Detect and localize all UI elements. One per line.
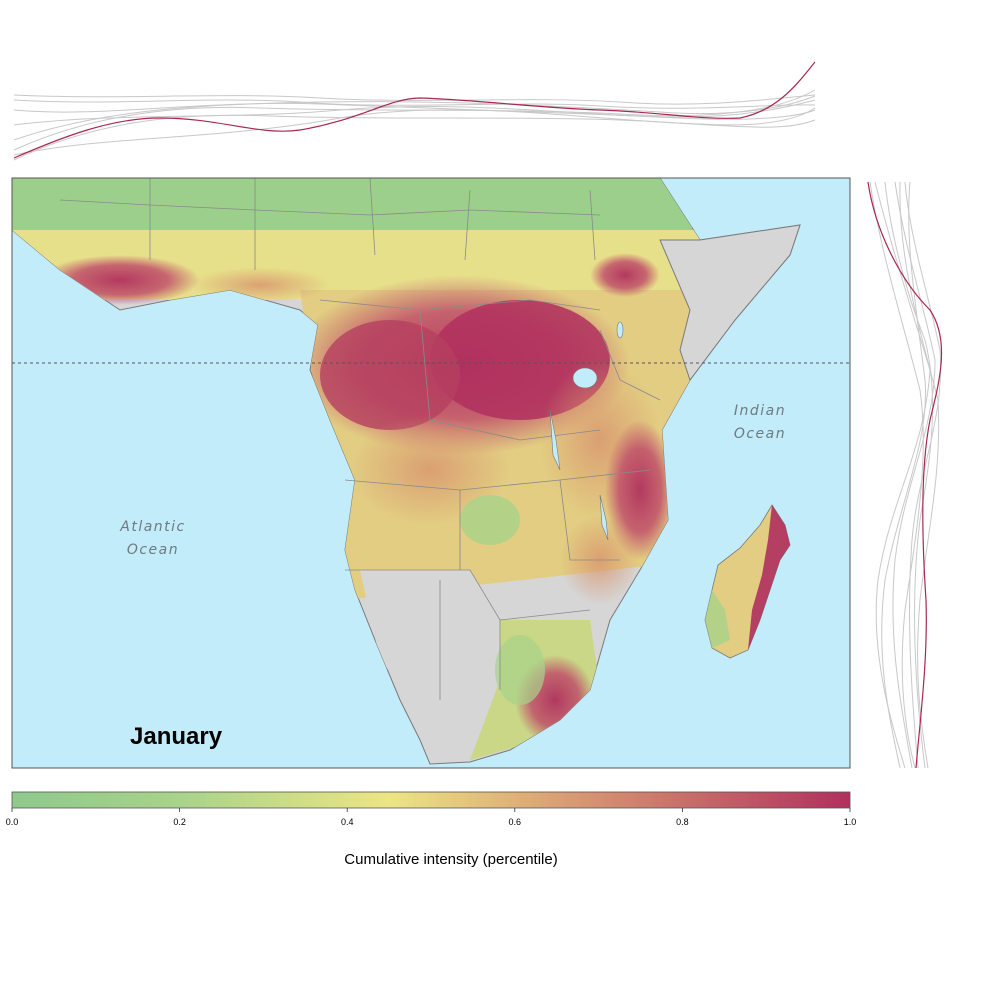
horn-no-data [659,224,801,382]
month-label: January [130,723,223,750]
map-panel: Atlantic Ocean Indian Ocean January [11,177,851,769]
right-profile-line [899,181,940,769]
right-profile-line-january [867,181,943,769]
atlantic-ocean-label-line1: Atlantic [119,519,185,535]
legend-tick-label: 0.8 [676,817,689,827]
country-borders [59,178,661,700]
atlantic-ocean-label-line2: Ocean [127,542,179,558]
legend-title: Cumulative intensity (percentile) [344,851,557,868]
right-profile-line [904,181,942,769]
legend-tick-label: 0.2 [173,817,186,827]
indian-ocean-label-line2: Ocean [734,426,786,442]
legend-tick-label: 0.4 [341,817,354,827]
right-profile-line [874,181,931,769]
top-profile-line [13,99,816,109]
indian-ocean-label-line1: Indian [734,403,786,419]
legend-colorbar [11,791,851,809]
madagascar-east-coast [748,505,790,650]
intensity-layer [12,178,700,760]
right-profile-panel [867,181,943,769]
right-profile-line [892,181,936,769]
map-frame [11,177,851,769]
right-profile-line [884,181,934,769]
madagascar-west [705,590,730,648]
legend-tick-label: 1.0 [844,817,857,827]
legend-tick-label: 0.6 [509,817,522,827]
right-profile-line [869,181,924,769]
legend-tick-label: 0.0 [6,817,19,827]
top-profile-line [13,95,816,141]
top-profile-line [13,94,816,105]
legend-ticks: 0.0 0.2 0.4 0.6 0.8 1.0 [6,808,857,827]
top-profile-line [13,105,816,126]
top-profile-line [13,107,816,156]
top-profile-panel [13,61,816,161]
color-legend: 0.0 0.2 0.4 0.6 0.8 1.0 Cumulative intensity … [6,791,857,868]
top-profile-line [13,99,816,118]
lakes [549,321,624,541]
top-profile-line-january [13,61,816,159]
top-profile-line [13,114,816,161]
right-profile-line [881,181,927,769]
